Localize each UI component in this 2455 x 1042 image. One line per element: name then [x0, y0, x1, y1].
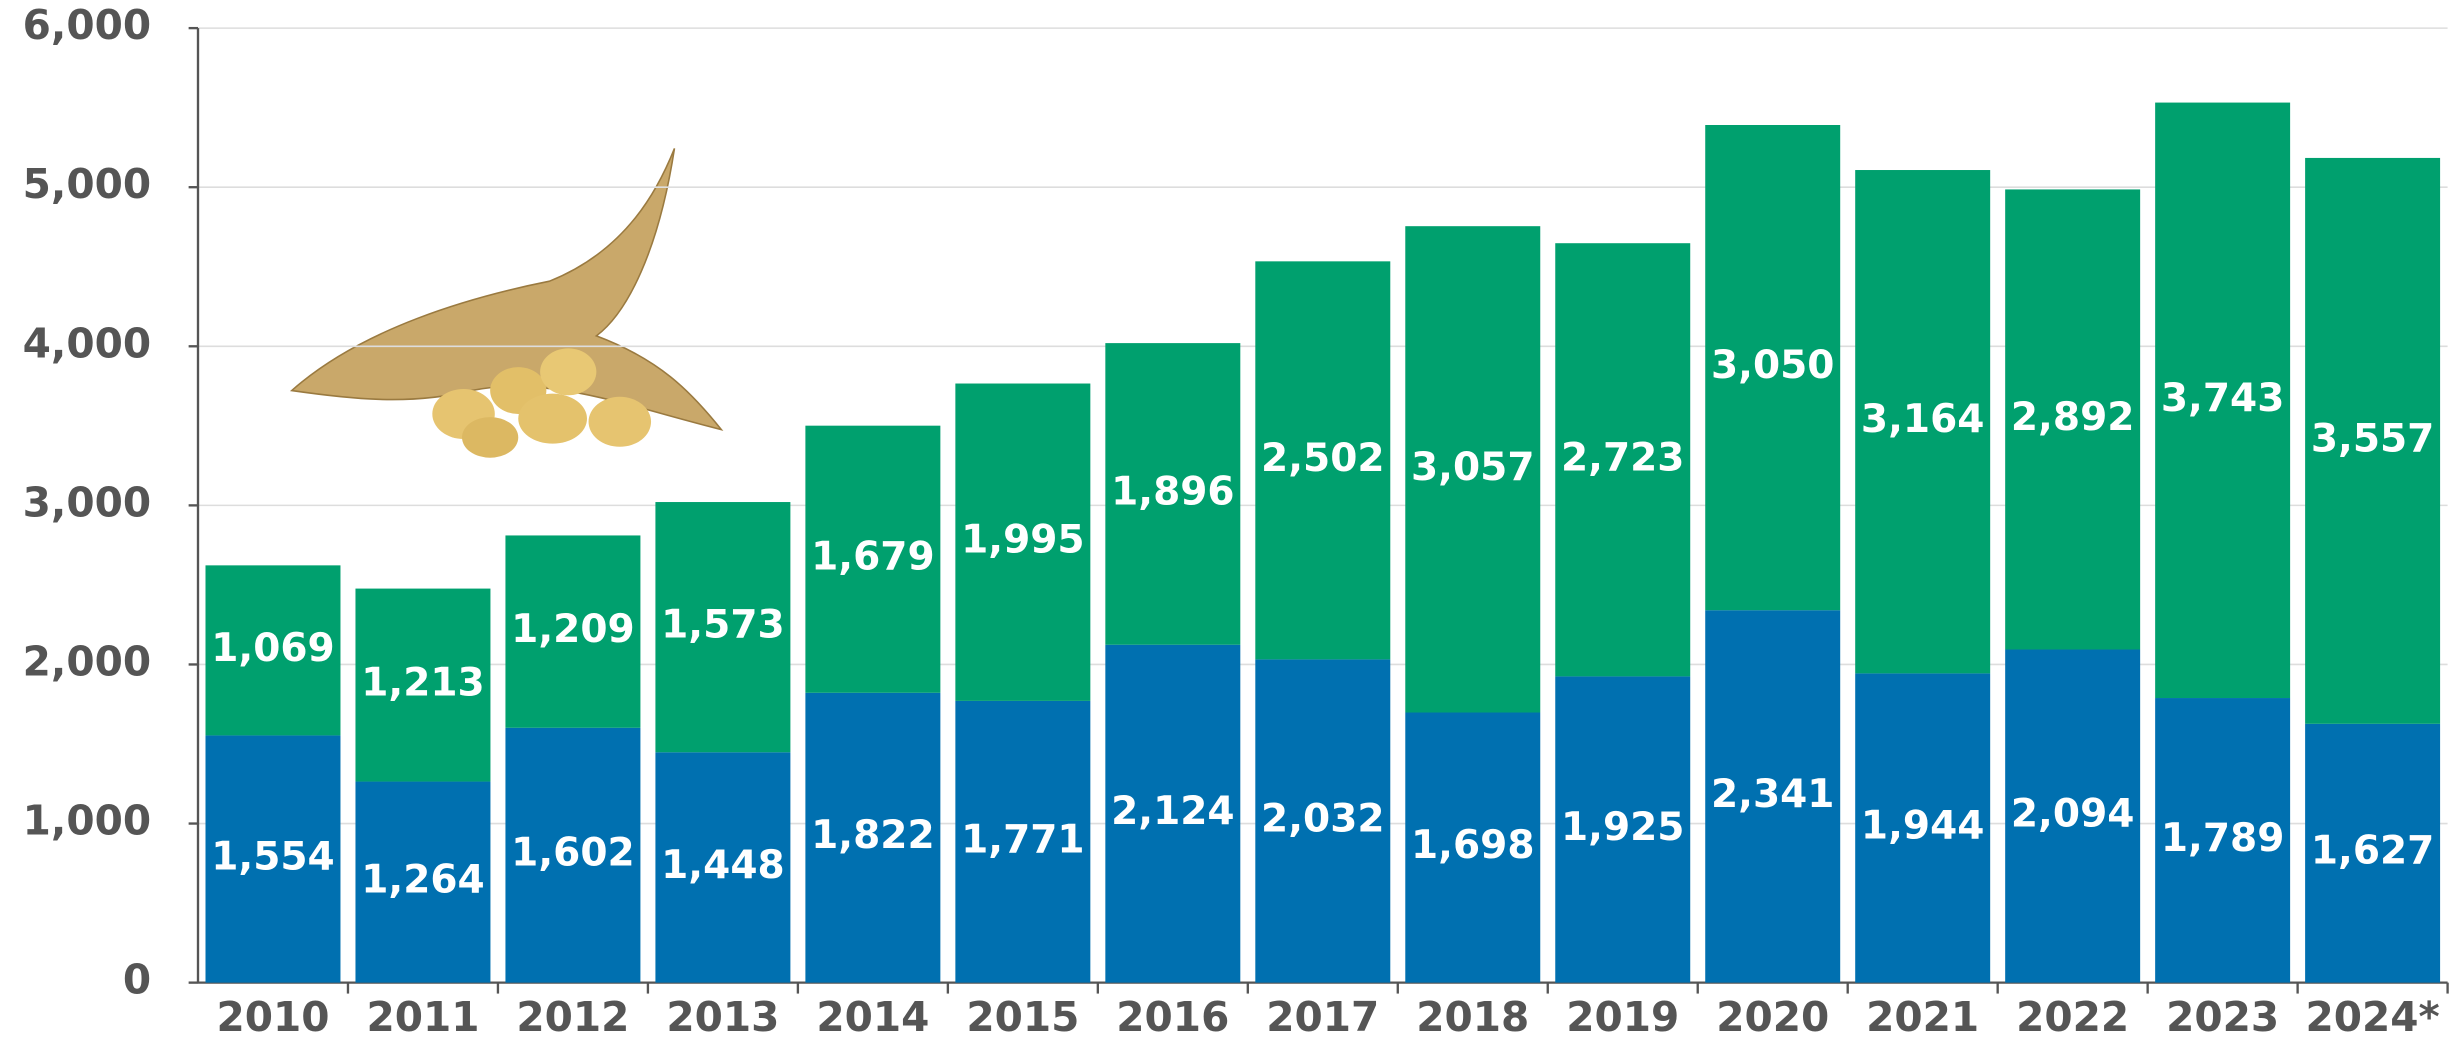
- value-label: 2,124: [1111, 789, 1235, 834]
- value-label: 1,602: [511, 831, 635, 876]
- y-tick-label: 1,000: [23, 797, 151, 845]
- value-label: 3,557: [2311, 416, 2435, 461]
- value-label: 1,573: [661, 603, 785, 648]
- y-tick-label: 3,000: [23, 478, 151, 526]
- value-label: 1,069: [211, 626, 335, 671]
- y-tick-label: 6,000: [23, 1, 151, 49]
- x-tick-label: 2022: [2016, 993, 2129, 1041]
- x-tick-label: 2011: [366, 993, 479, 1041]
- value-label: 3,164: [1861, 397, 1985, 442]
- x-tick-label: 2015: [966, 993, 1079, 1041]
- value-label: 2,723: [1561, 435, 1685, 480]
- value-label: 1,822: [811, 813, 935, 858]
- x-tick-label: 2016: [1116, 993, 1229, 1041]
- value-label: 1,679: [811, 535, 935, 580]
- x-tick-label: 2020: [1716, 993, 1829, 1041]
- value-label: 1,944: [1861, 804, 1985, 849]
- y-tick-label: 5,000: [23, 160, 151, 208]
- value-label: 1,896: [1111, 469, 1235, 514]
- value-label: 1,448: [661, 843, 785, 888]
- value-label: 2,502: [1261, 436, 1385, 481]
- value-label: 2,032: [1261, 797, 1385, 842]
- x-tick-label: 2012: [516, 993, 629, 1041]
- chart: 0 1,000 2,000 3,000 4,000 5,000 6,000 1,554 1,06…: [0, 0, 2455, 1042]
- value-label: 1,209: [511, 607, 635, 652]
- value-label: 1,554: [211, 835, 335, 880]
- value-label: 1,771: [961, 817, 1085, 862]
- value-label: 1,627: [2311, 829, 2435, 874]
- value-label: 1,995: [961, 518, 1085, 563]
- x-tick-label: 2017: [1266, 993, 1379, 1041]
- value-label: 3,057: [1411, 445, 1535, 490]
- y-tick-label: 4,000: [23, 319, 151, 367]
- value-label: 1,213: [361, 661, 485, 706]
- value-label: 2,892: [2011, 395, 2135, 440]
- y-tick-label: 2,000: [23, 637, 151, 685]
- x-tick-label: 2021: [1866, 993, 1979, 1041]
- x-tick-label: 2023: [2166, 993, 2279, 1041]
- x-tick-label: 2014: [816, 993, 929, 1041]
- value-label: 2,094: [2011, 792, 2135, 837]
- y-tick-label: 0: [123, 956, 151, 1004]
- soybean-illustration: [292, 148, 722, 457]
- x-tick-label: 2010: [216, 993, 329, 1041]
- value-label: 3,743: [2161, 376, 2285, 421]
- value-label: 1,789: [2161, 816, 2285, 861]
- x-tick-label: 2013: [666, 993, 779, 1041]
- x-tick-label: 2018: [1416, 993, 1529, 1041]
- x-tick-label: 2024*: [2305, 993, 2439, 1041]
- value-label: 1,925: [1561, 805, 1685, 850]
- x-tick-label: 2019: [1566, 993, 1679, 1041]
- value-label: 3,050: [1711, 343, 1835, 388]
- value-label: 1,698: [1411, 823, 1535, 868]
- value-label: 2,341: [1711, 772, 1835, 817]
- value-label: 1,264: [361, 858, 485, 903]
